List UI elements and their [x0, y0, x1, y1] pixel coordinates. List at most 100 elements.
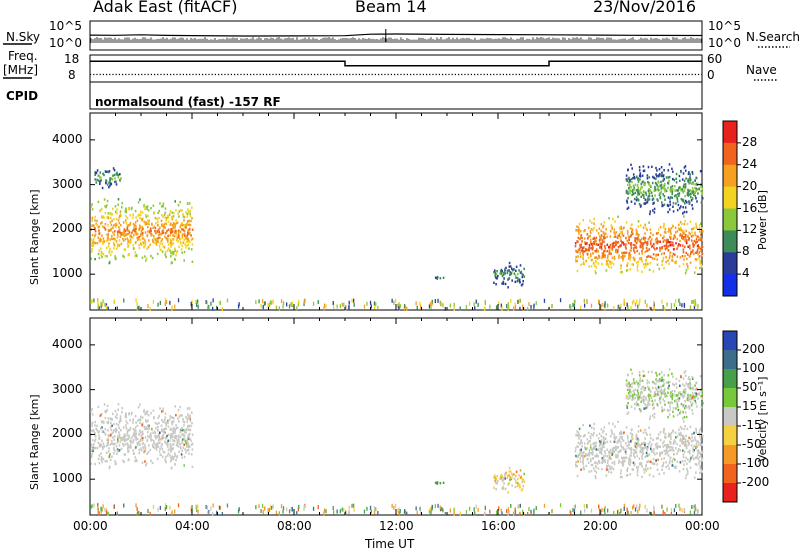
velocity-cell	[161, 410, 163, 413]
velocity-cell	[607, 464, 610, 467]
power-cell	[163, 213, 166, 217]
power-cell	[187, 219, 190, 223]
power-cell	[98, 249, 101, 252]
velocity-cell	[686, 444, 688, 447]
power-cell	[609, 230, 612, 233]
power-cell	[580, 243, 582, 246]
power-cell	[333, 305, 335, 310]
velocity-cell	[636, 471, 639, 474]
power-cell	[687, 179, 690, 182]
velocity-cell	[666, 408, 669, 412]
velocity-cell	[607, 468, 609, 471]
velocity-cell	[636, 443, 639, 446]
power-cell	[669, 197, 671, 200]
power-cell	[124, 238, 127, 241]
power-cell	[606, 243, 609, 246]
velocity-cell	[129, 419, 131, 422]
power-cell	[650, 245, 653, 248]
velocity-cell	[429, 507, 432, 511]
power-cell	[140, 233, 142, 236]
power-cell	[160, 239, 163, 243]
velocity-cell	[627, 401, 629, 405]
power-cell	[643, 196, 645, 199]
velocity-cell	[181, 449, 183, 452]
power-cell	[641, 193, 644, 197]
power-cell	[514, 305, 517, 309]
velocity-cell	[637, 396, 639, 400]
power-cell	[577, 249, 580, 252]
velocity-cell	[348, 510, 350, 515]
power-cell	[325, 304, 327, 309]
velocity-cell	[671, 397, 674, 401]
power-colorbar-tick-label: 8	[742, 244, 750, 259]
power-cell	[613, 257, 616, 261]
velocity-cell	[639, 380, 642, 383]
velocity-cell	[509, 470, 512, 473]
velocity-cell	[694, 463, 697, 466]
power-cell	[695, 238, 698, 241]
velocity-cell	[148, 436, 151, 439]
velocity-cell	[94, 438, 97, 441]
nave-bottom-tick: 0	[707, 68, 715, 82]
power-cell	[645, 191, 647, 194]
power-cell	[619, 231, 622, 234]
power-cell	[100, 304, 102, 309]
velocity-cell	[101, 426, 103, 429]
velocity-cell	[634, 396, 637, 400]
power-cell	[103, 226, 106, 229]
power-cell	[126, 227, 129, 230]
power-cell	[154, 216, 157, 220]
power-cell	[588, 235, 590, 238]
velocity-cell	[661, 504, 663, 509]
velocity-cell	[651, 461, 654, 465]
power-cell	[608, 250, 611, 253]
power-cell	[148, 219, 150, 222]
power-cell	[114, 223, 117, 226]
power-cell	[637, 304, 639, 309]
power-cell	[170, 231, 172, 234]
power-cell	[651, 256, 654, 260]
velocity-cell	[139, 418, 142, 421]
velocity-cell	[431, 504, 433, 509]
power-cell	[146, 234, 148, 238]
power-cell	[404, 305, 407, 310]
power-cell	[664, 227, 667, 231]
power-cell	[667, 176, 670, 179]
velocity-cell	[145, 420, 148, 423]
power-cell	[519, 306, 521, 311]
velocity-cell	[700, 432, 703, 435]
power-cell	[109, 221, 112, 224]
power-cell	[119, 212, 122, 215]
velocity-cell	[163, 418, 166, 422]
power-cell	[167, 216, 169, 219]
velocity-cell	[646, 460, 648, 464]
velocity-cell	[633, 391, 635, 394]
velocity-cell	[629, 458, 632, 461]
freq-label: Freq.	[8, 49, 38, 63]
velocity-cell	[97, 457, 100, 461]
velocity-cell	[169, 447, 172, 450]
velocity-cell	[108, 466, 111, 470]
velocity-cell	[145, 427, 147, 431]
velocity-cell	[116, 441, 119, 444]
velocity-cell	[498, 506, 500, 511]
velocity-cell	[97, 431, 100, 434]
power-cell	[161, 205, 163, 208]
velocity-cell	[158, 421, 160, 425]
power-cell	[626, 239, 628, 243]
power-cell	[261, 298, 264, 303]
power-cell	[115, 224, 118, 227]
power-cell	[636, 299, 638, 304]
velocity-cell	[151, 427, 153, 431]
power-cell	[132, 234, 135, 237]
velocity-cell	[286, 507, 288, 512]
power-cell	[682, 185, 685, 188]
power-cell	[689, 261, 692, 264]
velocity-cell	[163, 451, 166, 454]
velocity-cell	[171, 448, 173, 451]
velocity-cell	[161, 429, 163, 433]
power-cell	[196, 303, 198, 307]
power-cell	[165, 237, 167, 240]
velocity-cell	[167, 443, 169, 446]
power-cell	[666, 241, 668, 244]
